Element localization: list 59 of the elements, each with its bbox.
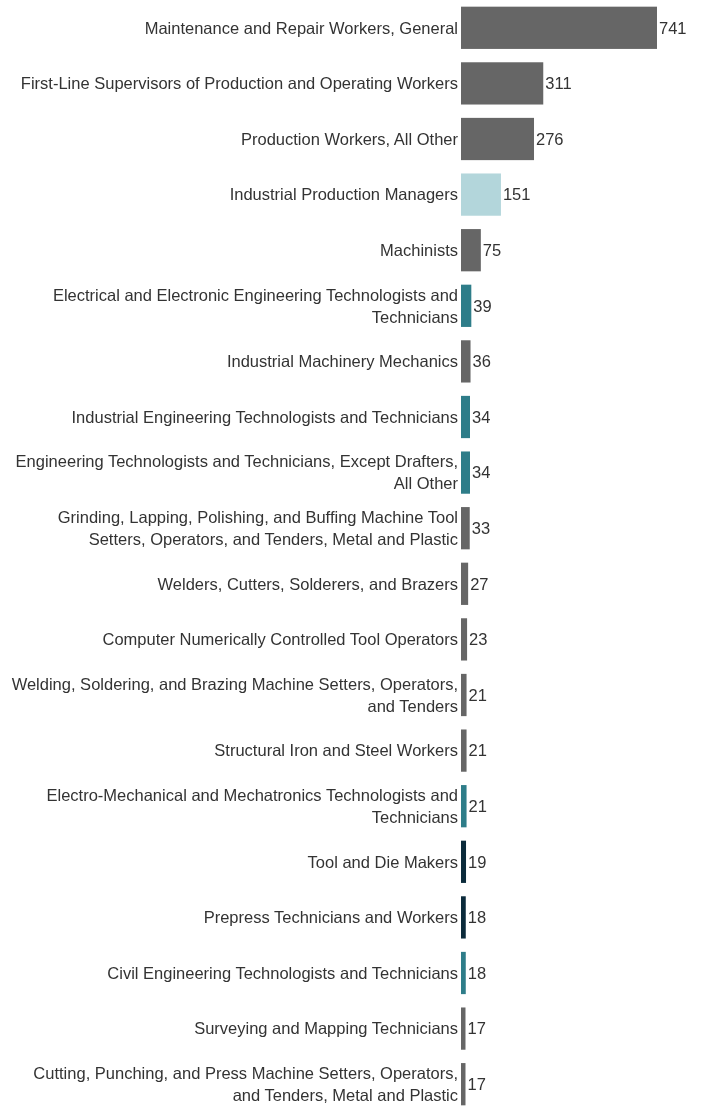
bar [461,896,466,939]
data-label: 75 [482,240,502,259]
bar [461,451,470,494]
data-label: 39 [473,296,492,315]
y-tick-label: Civil Engineering Technologists and Technicians [107,963,458,982]
data-label: 276 [536,129,564,148]
data-label: 36 [472,352,491,371]
y-tick-label: Industrial Engineering Technologists and Technicians [71,407,458,426]
y-tick-label: Computer Numerically Controlled Tool Operators [102,630,458,649]
bar [461,618,468,661]
data-label: 21 [468,685,487,704]
y-tick-label: Industrial Machinery Mechanics [226,352,458,371]
bar [461,173,501,216]
data-label: 23 [469,630,488,649]
bar [461,284,472,327]
bar [461,507,470,550]
bar [461,562,469,605]
bar [461,951,466,995]
y-tick-label: Maintenance and Repair Workers, General [144,18,458,37]
bar [461,229,481,272]
y-tick-label: Cutting, Punching, and Press Machine Setters, Operators, and Tenders, Metal and Plastic [33,1063,458,1104]
y-tick-label: Tool and Die Makers [307,852,458,871]
data-label: 34 [471,407,491,426]
bar [461,673,467,717]
bar [461,729,467,772]
data-label: 33 [471,518,491,537]
bar [461,785,467,828]
bar [461,840,467,883]
data-label: 27 [470,574,489,593]
bar [461,6,657,49]
y-tick-label: Surveying and Mapping Technicians [194,1019,458,1038]
data-label: 151 [502,185,531,204]
y-tick-label: Structural Iron and Steel Workers [214,741,458,760]
data-label: 21 [468,796,487,815]
y-tick-label: Machinists [380,240,458,259]
data-label: 34 [471,463,491,482]
y-tick-label: Welders, Cutters, Solderers, and Brazers [157,574,458,593]
bar [461,395,470,439]
bar [461,340,471,383]
y-tick-label: Engineering Technologists and Technicians, Except Drafters, All Other [15,452,459,493]
bar [461,62,544,105]
y-tick-label: First-Line Supervisors of Production and Operating Workers [20,74,458,93]
data-label: 17 [467,1074,486,1093]
y-tick-label: Grinding, Lapping, Polishing, and Buffing Machine Tool Setters, Operators, and Tenders, Metal and Plastic [57,507,458,548]
bar [461,117,534,161]
y-tick-label: Production Workers, All Other [240,129,459,148]
data-label: 741 [659,18,687,37]
data-label: 19 [468,852,487,871]
data-label: 18 [467,908,487,927]
y-tick-label: Welding, Soldering, and Brazing Machine Setters, Operators, and Tenders [11,674,458,715]
data-label: 21 [468,741,487,760]
y-tick-label: Industrial Production Managers [229,185,458,204]
bar [461,1007,466,1050]
data-label: 311 [545,74,572,93]
y-tick-label: Prepress Technicians and Workers [203,908,458,927]
data-label: 18 [467,963,487,982]
y-tick-label: Electro-Mechanical and Mechatronics Technologists and Technicians [46,785,458,826]
y-tick-label: Electrical and Electronic Engineering Technologists and Technicians [52,285,458,326]
data-label: 17 [467,1019,486,1038]
